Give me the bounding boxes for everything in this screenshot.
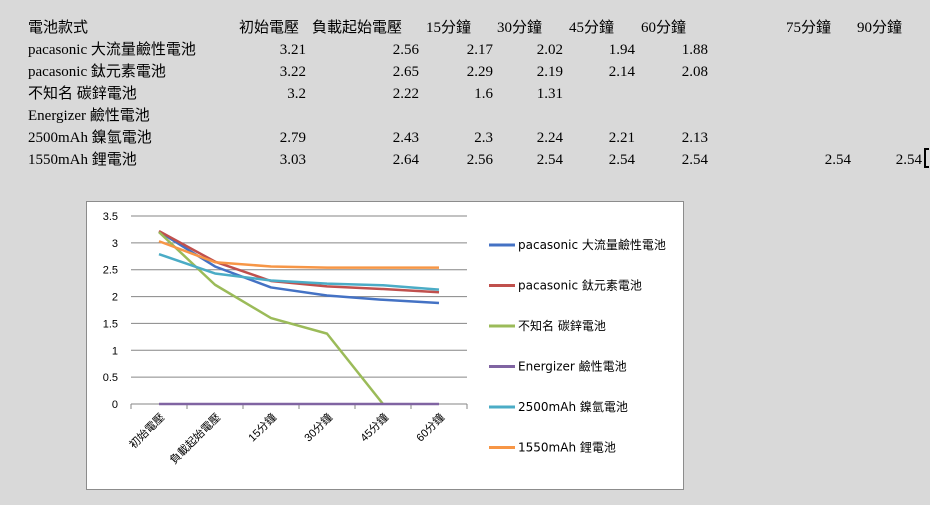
column-divider xyxy=(710,0,711,505)
header-cell[interactable]: 負載起始電壓 xyxy=(312,20,403,36)
y-tick-label: 1 xyxy=(112,345,118,357)
y-tick-label: 1.5 xyxy=(103,318,118,330)
value-cell[interactable]: 2.54 xyxy=(536,152,563,168)
value-cell[interactable]: 2.64 xyxy=(392,152,419,168)
row-name-cell[interactable]: Energizer 鹼性電池 xyxy=(28,108,150,124)
value-cell[interactable]: 2.29 xyxy=(466,64,493,80)
x-tick-label: 初始電壓 xyxy=(126,410,167,451)
x-tick-label: 30分鐘 xyxy=(301,410,335,444)
y-tick-label: 0 xyxy=(112,399,118,411)
value-cell[interactable]: 2.24 xyxy=(536,130,563,146)
x-tick-label: 60分鐘 xyxy=(413,410,447,444)
value-cell[interactable]: 2.56 xyxy=(392,42,419,58)
row-name-cell[interactable]: pacasonic 鈦元素電池 xyxy=(28,64,166,80)
row-name-cell[interactable]: pacasonic 大流量鹼性電池 xyxy=(28,42,196,58)
legend-label: pacasonic 大流量鹼性電池 xyxy=(518,237,666,252)
cell-cursor xyxy=(924,148,929,168)
x-tick-label: 負載起始電壓 xyxy=(167,410,224,467)
series-line xyxy=(158,231,384,405)
value-cell[interactable]: 2.79 xyxy=(279,130,306,146)
value-cell[interactable]: 2.22 xyxy=(392,86,419,102)
value-cell[interactable]: 2.56 xyxy=(466,152,493,168)
value-cell[interactable]: 1.31 xyxy=(536,86,563,102)
header-cell[interactable]: 15分鐘 xyxy=(426,20,472,36)
value-cell[interactable]: 2.3 xyxy=(474,130,493,146)
value-cell[interactable]: 2.43 xyxy=(392,130,419,146)
row-name-cell[interactable]: 1550mAh 鋰電池 xyxy=(28,152,137,168)
row-name-cell[interactable]: 2500mAh 鎳氫電池 xyxy=(28,130,152,146)
header-cell[interactable]: 45分鐘 xyxy=(569,20,615,36)
series-line xyxy=(158,240,439,269)
header-cell-battery-type[interactable]: 電池款式 xyxy=(28,20,89,36)
series-line xyxy=(158,229,440,294)
value-cell[interactable]: 2.54 xyxy=(824,152,851,168)
legend-label: 1550mAh 鋰電池 xyxy=(518,441,616,455)
value-cell[interactable]: 2.08 xyxy=(681,64,708,80)
value-cell[interactable]: 2.17 xyxy=(466,42,493,58)
legend-label: 不知名 碳鋅電池 xyxy=(518,318,606,333)
chart-canvas: 0 0.5 1 1.5 2 2.5 3 3.5 初始電壓 負載起始電壓 15分鐘 30分鐘 45分鐘 60… xyxy=(103,211,666,467)
y-tick-label: 3.5 xyxy=(103,211,118,223)
value-cell[interactable]: 1.6 xyxy=(474,86,493,102)
header-cell[interactable]: 75分鐘 xyxy=(786,20,832,36)
y-tick-label: 2.5 xyxy=(103,265,118,277)
value-cell[interactable]: 2.65 xyxy=(392,64,419,80)
value-cell[interactable]: 2.54 xyxy=(681,152,708,168)
value-cell[interactable]: 1.88 xyxy=(681,42,708,58)
value-cell[interactable]: 2.19 xyxy=(536,64,563,80)
series-line xyxy=(158,252,440,291)
column-divider xyxy=(782,0,783,505)
y-tick-label: 0.5 xyxy=(103,372,118,384)
value-cell[interactable]: 2.21 xyxy=(608,130,635,146)
x-tick-label: 15分鐘 xyxy=(245,410,279,444)
x-tick-label: 45分鐘 xyxy=(357,410,391,444)
y-tick-label: 2 xyxy=(112,292,118,304)
series-line xyxy=(158,230,440,305)
value-cell[interactable]: 3.2 xyxy=(287,86,306,102)
row-name-cell[interactable]: 不知名 碳鋅電池 xyxy=(28,86,137,102)
legend-label: Energizer 鹼性電池 xyxy=(518,359,627,374)
value-cell[interactable]: 3.22 xyxy=(279,64,306,80)
column-divider xyxy=(853,0,854,505)
header-cell[interactable]: 30分鐘 xyxy=(497,20,543,36)
header-cell[interactable]: 60分鐘 xyxy=(641,20,687,36)
value-cell[interactable]: 1.94 xyxy=(608,42,635,58)
value-cell[interactable]: 2.54 xyxy=(895,152,922,168)
line-chart[interactable]: 0 0.5 1 1.5 2 2.5 3 3.5 初始電壓 負載起始電壓 15分鐘 30分鐘 45分鐘 60… xyxy=(86,201,684,490)
value-cell[interactable]: 2.54 xyxy=(608,152,635,168)
legend-label: pacasonic 鈦元素電池 xyxy=(518,278,642,293)
legend-label: 2500mAh 鎳氫電池 xyxy=(518,399,628,414)
header-cell[interactable]: 90分鐘 xyxy=(857,20,903,36)
y-tick-label: 3 xyxy=(112,238,118,250)
value-cell[interactable]: 2.13 xyxy=(681,130,708,146)
value-cell[interactable]: 2.14 xyxy=(608,64,635,80)
value-cell[interactable]: 3.03 xyxy=(279,152,306,168)
value-cell[interactable]: 2.02 xyxy=(536,42,563,58)
header-cell[interactable]: 初始電壓 xyxy=(239,20,300,36)
value-cell[interactable]: 3.21 xyxy=(279,42,306,58)
